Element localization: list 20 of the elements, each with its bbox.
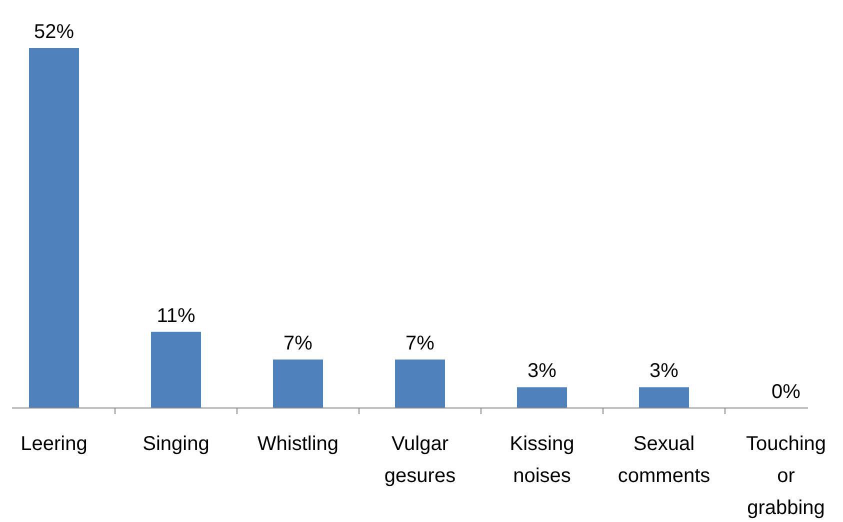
data-label: 52% (34, 21, 74, 43)
data-label: 0% (772, 381, 801, 403)
bar (273, 360, 323, 408)
data-label: 3% (528, 360, 557, 382)
data-label: 7% (284, 332, 313, 355)
x-tick-label: Whistling (257, 433, 339, 455)
x-tick-label: Sexual comments (618, 433, 710, 487)
x-tick-label: Touching or grabbing (746, 433, 826, 519)
x-tick-label: Vulgar gesures (384, 433, 456, 487)
data-label: 11% (156, 304, 196, 327)
bar (395, 360, 445, 408)
bar (151, 332, 201, 408)
bar (517, 387, 567, 408)
x-tick-label: Kissing noises (510, 433, 574, 487)
x-tick-label: Leering (20, 433, 88, 455)
data-label: 7% (406, 332, 435, 355)
x-tick-label: Singing (142, 433, 210, 455)
bar (29, 48, 79, 408)
bar (639, 387, 689, 408)
data-label: 3% (650, 360, 679, 382)
